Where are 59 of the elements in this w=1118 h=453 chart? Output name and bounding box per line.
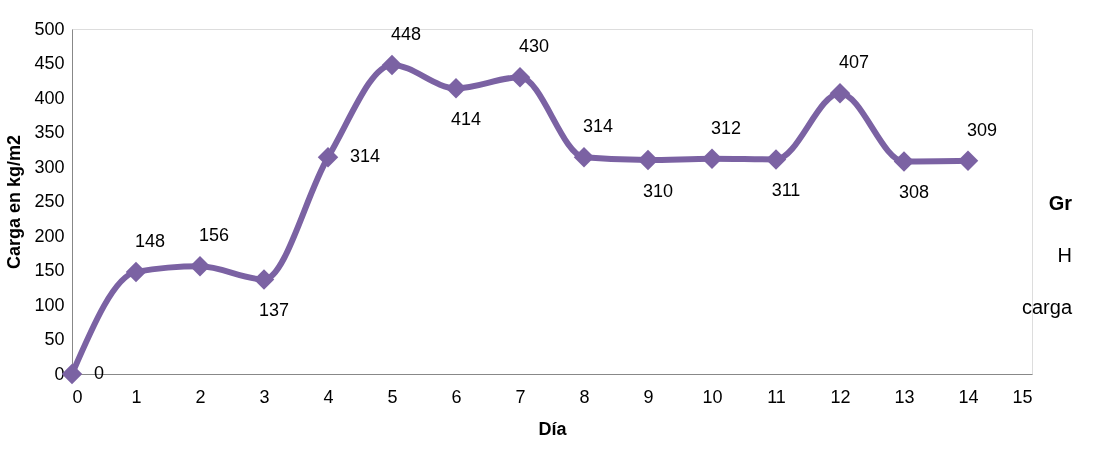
data-label: 430 bbox=[518, 36, 550, 57]
point bbox=[125, 261, 147, 283]
data-label: 311 bbox=[771, 180, 801, 201]
text: H bbox=[1057, 244, 1072, 266]
point bbox=[253, 269, 275, 290]
point bbox=[893, 151, 915, 172]
point bbox=[445, 78, 467, 99]
x-tick-label: 10 bbox=[702, 386, 723, 407]
data-label: 137 bbox=[258, 300, 290, 321]
text: Gr bbox=[1048, 192, 1073, 214]
x-axis-title: Día bbox=[538, 418, 568, 439]
point bbox=[189, 256, 211, 277]
point bbox=[381, 54, 403, 76]
x-tick-label: 15 bbox=[1012, 386, 1033, 407]
x-tick-label: 12 bbox=[830, 386, 851, 407]
y-tick-label: 400 bbox=[34, 87, 65, 108]
point bbox=[957, 150, 979, 172]
data-label: 414 bbox=[450, 109, 482, 130]
y-tick-label: 250 bbox=[34, 191, 65, 211]
data-label: 407 bbox=[838, 52, 870, 73]
x-tick-label: 8 bbox=[579, 386, 590, 407]
y-tick-label: 350 bbox=[34, 122, 65, 142]
y-tick-label: 150 bbox=[34, 260, 65, 280]
point bbox=[509, 67, 531, 88]
x-tick-label: 9 bbox=[643, 386, 654, 407]
y-axis-title: Carga en kg/m2 bbox=[4, 134, 25, 270]
data-label: 0 bbox=[94, 363, 105, 383]
point bbox=[317, 147, 339, 168]
data-label: 448 bbox=[390, 23, 422, 44]
y-tick-label: 200 bbox=[34, 225, 65, 246]
annotation: carga bbox=[1021, 296, 1073, 318]
y-tick-label: 500 bbox=[34, 18, 65, 39]
data-label: 309 bbox=[966, 119, 998, 140]
point bbox=[701, 148, 723, 169]
x-tick-label: 6 bbox=[451, 386, 462, 407]
x-tick-label: 7 bbox=[515, 386, 526, 407]
x-tick-label: 11 bbox=[767, 386, 786, 407]
x-tick-label: 3 bbox=[259, 386, 270, 407]
data-label: 310 bbox=[642, 181, 674, 202]
data-label: 314 bbox=[582, 116, 614, 137]
x-tick-label: 2 bbox=[195, 386, 206, 407]
data-label: 314 bbox=[350, 146, 381, 167]
y-tick-label: 450 bbox=[34, 53, 65, 73]
y-tick-label: 100 bbox=[34, 294, 65, 315]
y-tick-label: 300 bbox=[34, 156, 65, 177]
point bbox=[829, 82, 851, 104]
data-label: 312 bbox=[710, 117, 742, 138]
x-tick-label: 13 bbox=[894, 386, 915, 407]
y-tick-label: 50 bbox=[44, 329, 65, 349]
data-label: 308 bbox=[898, 182, 930, 203]
x-tick-label: 5 bbox=[387, 386, 398, 407]
data-label: 148 bbox=[134, 230, 166, 251]
data-label: 156 bbox=[198, 225, 230, 246]
x-tick-label: 14 bbox=[958, 386, 979, 407]
point bbox=[573, 147, 595, 168]
x-tick-label: 1 bbox=[131, 386, 142, 407]
point bbox=[765, 149, 787, 170]
x-tick-label: 4 bbox=[323, 386, 334, 407]
x-tick-label: 0 bbox=[72, 386, 83, 407]
